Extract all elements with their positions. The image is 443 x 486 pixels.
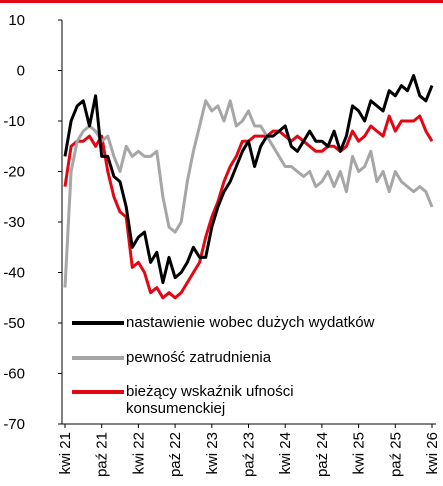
legend-swatch — [72, 390, 124, 394]
x-tick-label: kwi 23 — [204, 432, 221, 475]
x-tick-label: paź 25 — [387, 432, 404, 477]
x-tick-label: kwi 26 — [424, 432, 441, 475]
series-line — [63, 99, 434, 288]
y-tick-label: -70 — [3, 416, 25, 433]
y-tick-label: -60 — [3, 366, 25, 383]
y-tick-label: 10 — [8, 12, 25, 29]
x-tick-label: paź 23 — [241, 432, 258, 477]
x-tick-label: kwi 21 — [57, 432, 74, 475]
x-tick-label: kwi 24 — [277, 432, 294, 475]
legend-label: nastawienie wobec dużych wydatków — [126, 314, 375, 331]
x-tick-label: paź 24 — [314, 432, 331, 477]
legend-entry: nastawienie wobec dużych wydatków — [72, 314, 384, 331]
legend-label: pewność zatrudnienia — [126, 349, 272, 366]
y-tick-label: 0 — [17, 63, 25, 80]
y-tick-label: -40 — [3, 265, 25, 282]
x-tick-label: paź 22 — [167, 432, 184, 477]
y-tick-label: -20 — [3, 164, 25, 181]
legend-label: bieżący wskaźnik ufności konsumenckiej — [126, 383, 294, 417]
y-tick-label: -30 — [3, 214, 25, 231]
x-tick-label: kwi 25 — [351, 432, 368, 475]
legend-swatch — [72, 356, 124, 360]
x-tick-label: paź 21 — [94, 432, 111, 477]
y-tick-label: -50 — [3, 315, 25, 332]
legend-swatch — [72, 321, 124, 325]
header-bar — [0, 0, 443, 3]
y-tick-label: -10 — [3, 113, 25, 130]
legend-entry: pewność zatrudnienia — [72, 349, 384, 366]
x-tick-label: kwi 22 — [130, 432, 147, 475]
legend-entry: bieżący wskaźnik ufności konsumenckiej — [72, 383, 384, 417]
series-line — [63, 74, 434, 285]
